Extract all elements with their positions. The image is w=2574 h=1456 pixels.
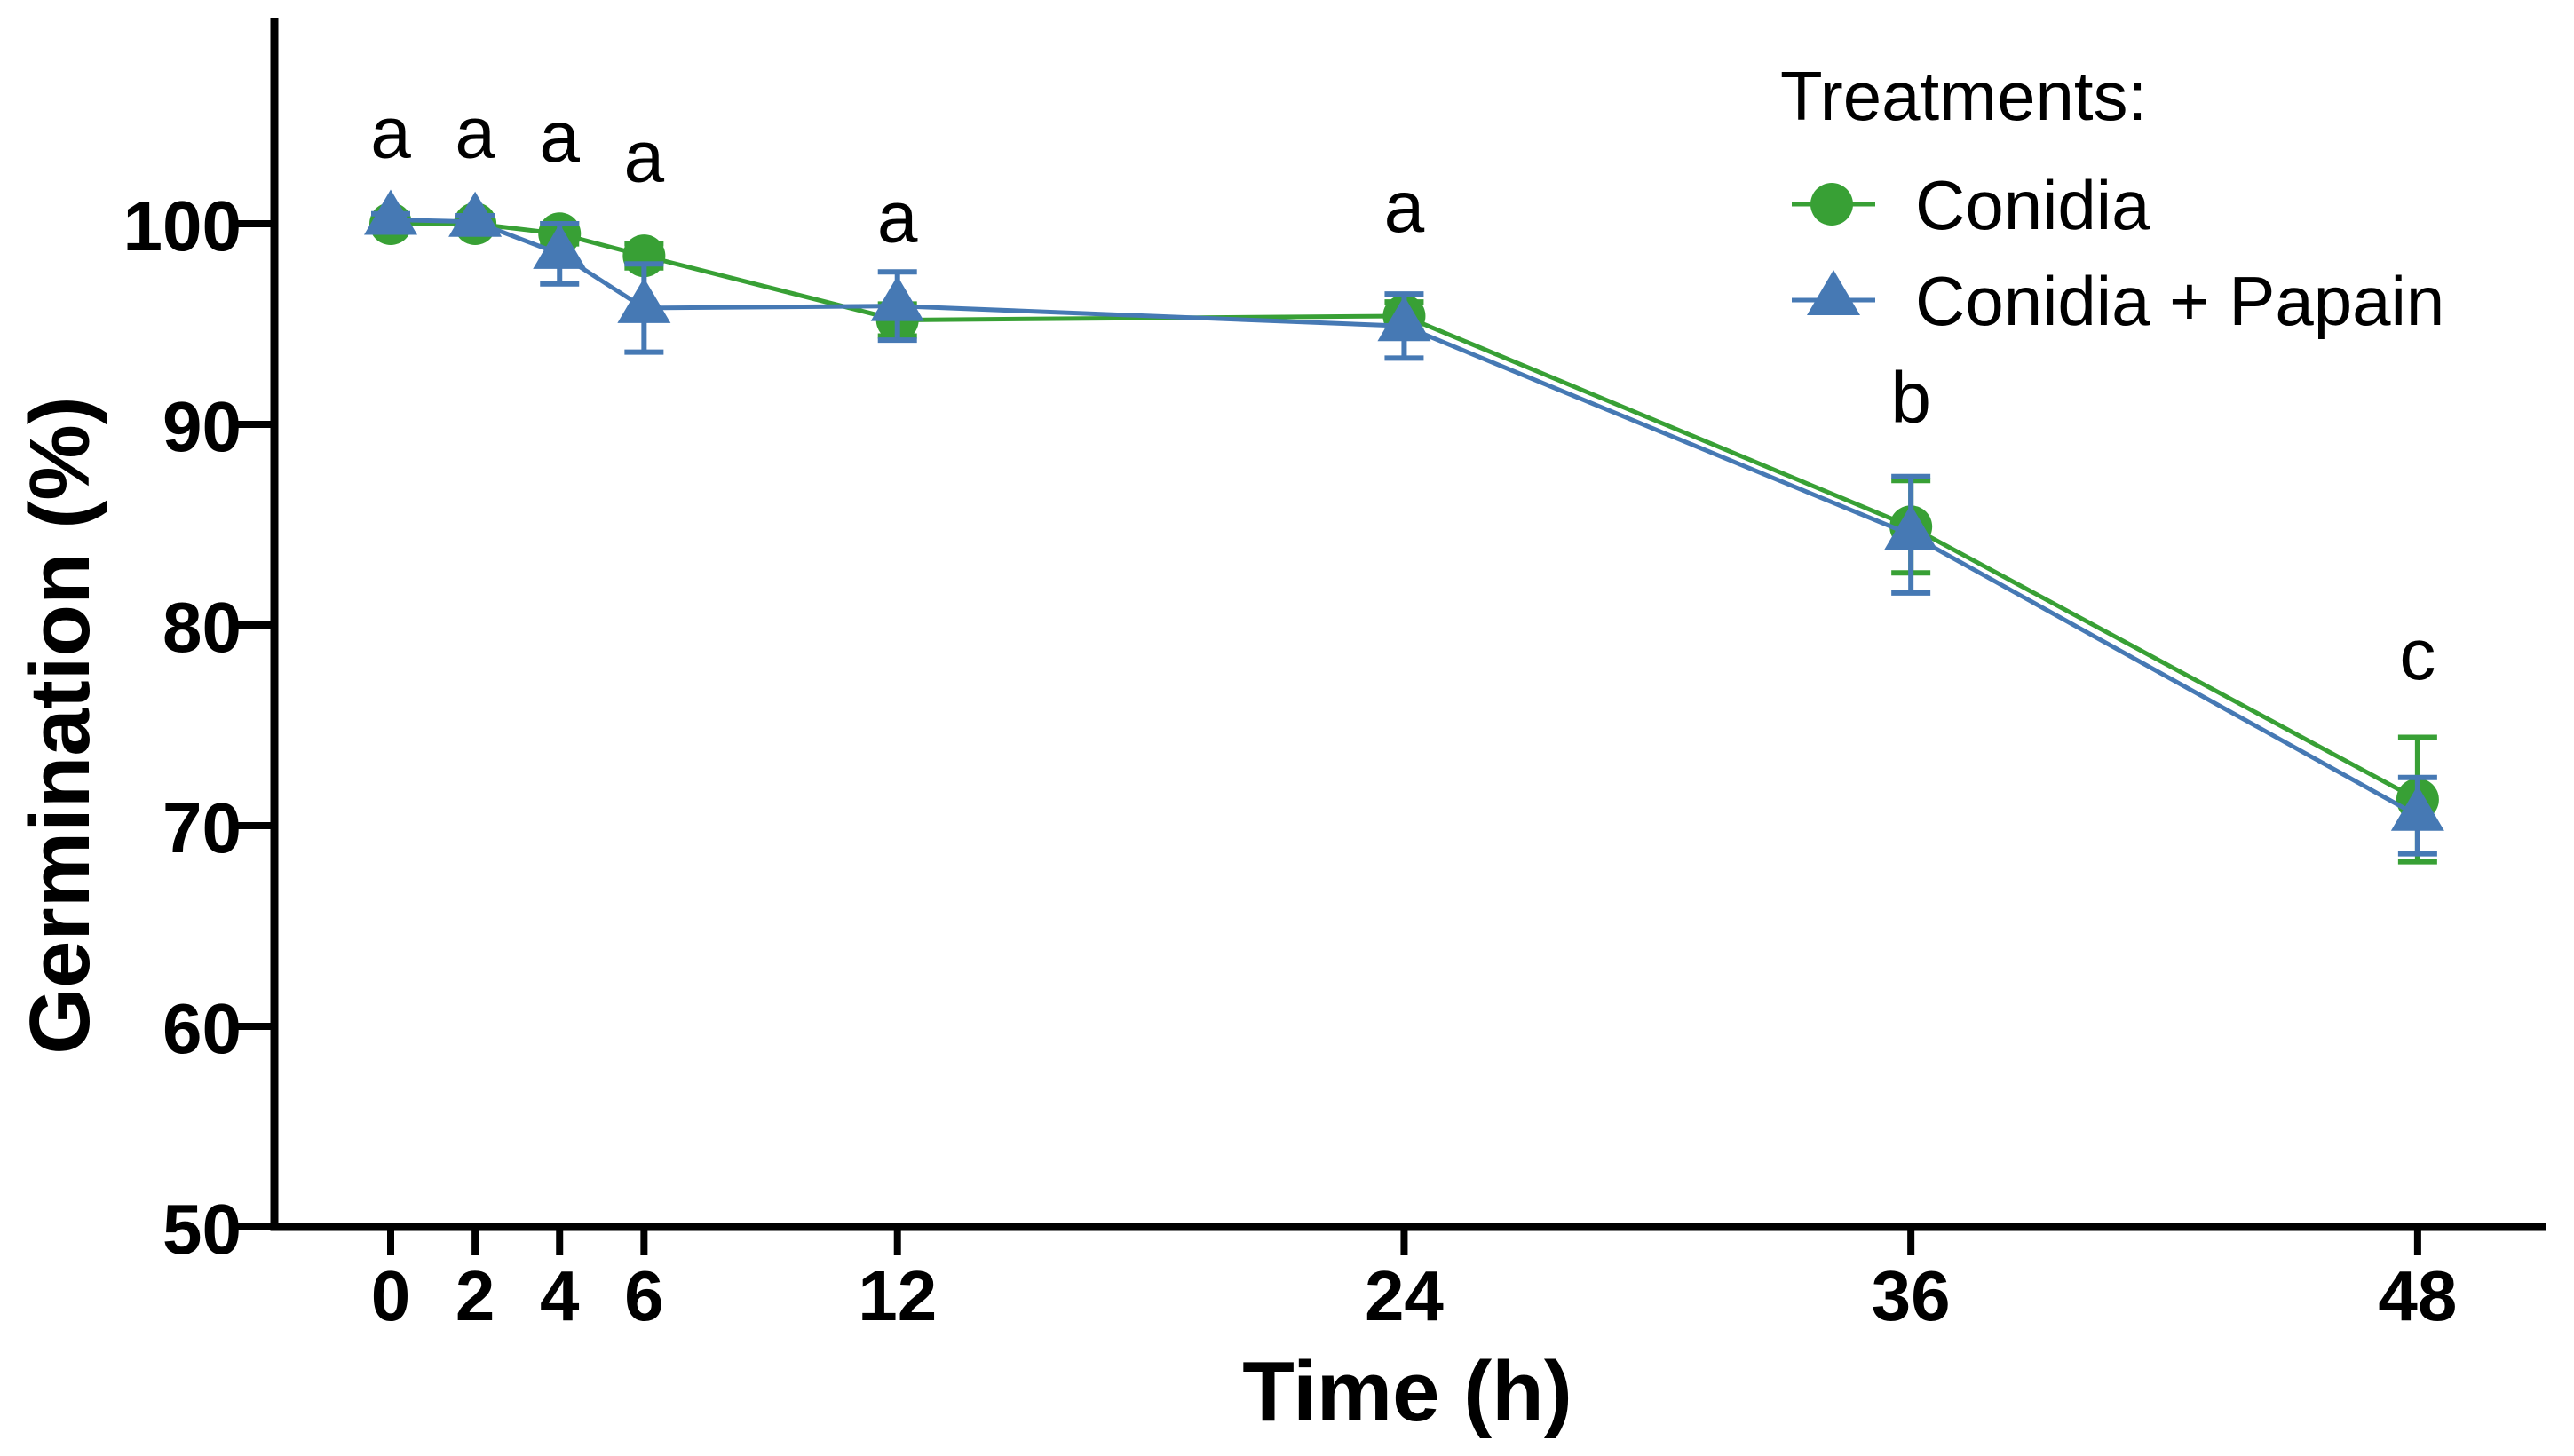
y-tick-label: 80 (162, 588, 242, 667)
series-triangle (364, 189, 2444, 857)
x-tick-label: 4 (540, 1256, 580, 1335)
significance-letter: a (877, 177, 918, 257)
legend-label-conidia-papain: Conidia + Papain (1915, 262, 2444, 340)
significance-letter: c (2399, 614, 2435, 695)
legend-circle-marker-icon (1810, 183, 1853, 226)
legend-title: Treatments: (1780, 57, 2147, 135)
x-tick-label: 2 (455, 1256, 495, 1335)
x-tick-label: 36 (1872, 1256, 1951, 1335)
x-tick-label: 48 (2378, 1256, 2457, 1335)
significance-letter: a (370, 92, 411, 173)
significance-letter: a (455, 92, 495, 173)
significance-letter: a (624, 117, 665, 198)
y-tick-label: 90 (162, 387, 242, 466)
data-point-triangle (1884, 504, 1938, 550)
data-point-triangle (2390, 785, 2444, 831)
x-axis-title: Time (h) (1242, 1344, 1572, 1439)
significance-letter: a (1384, 167, 1425, 248)
significance-letters: a a a aa abc (370, 92, 2435, 695)
y-axis-title: Germination (%) (12, 396, 107, 1054)
y-tick-label: 100 (123, 186, 242, 265)
data-point-triangle (448, 191, 503, 237)
significance-letter: a (539, 97, 580, 178)
y-tick-label: 50 (162, 1190, 242, 1269)
x-tick-label: 0 (371, 1256, 411, 1335)
x-tick-label: 12 (858, 1256, 937, 1335)
y-tick-label: 60 (162, 989, 242, 1068)
legend-label-conidia: Conidia (1915, 166, 2150, 244)
y-tick-label: 70 (162, 788, 242, 867)
data-point-triangle (364, 189, 417, 235)
legend-item-conidia-papain: Conidia + Papain (1792, 262, 2444, 340)
x-tick-label: 6 (624, 1256, 664, 1335)
data-point-triangle (870, 275, 924, 321)
legend-item-conidia: Conidia (1792, 166, 2150, 244)
data-point-triangle (617, 277, 671, 323)
legend: Treatments: Conidia Conidia + Papain (1780, 57, 2444, 340)
significance-letter: b (1890, 358, 1931, 439)
data-series (364, 189, 2444, 865)
data-point-triangle (533, 223, 587, 269)
x-tick-label: 24 (1365, 1256, 1444, 1335)
data-point-triangle (1377, 296, 1431, 342)
legend-triangle-marker-icon (1807, 270, 1860, 315)
